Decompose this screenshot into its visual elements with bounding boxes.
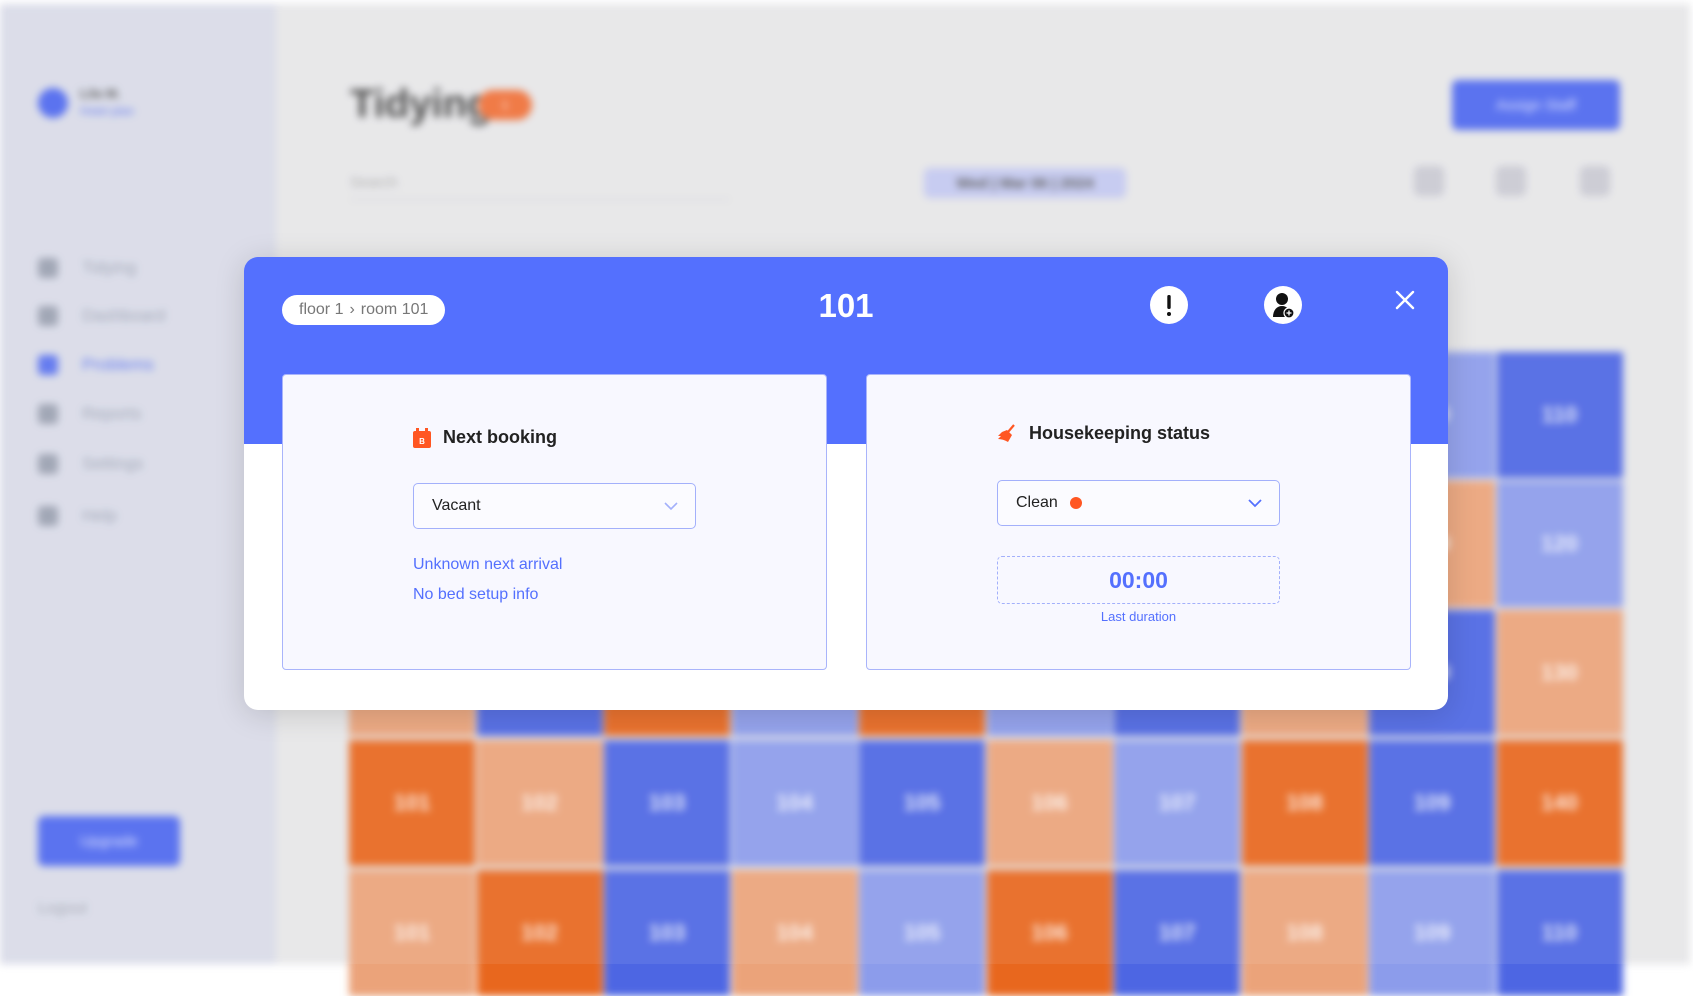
report-problem-button[interactable] [1150,286,1188,324]
room-detail-modal: floor 1 › room 101 101 B Next booking Va… [244,257,1448,710]
broom-icon [997,424,1017,444]
next-arrival-link[interactable]: Unknown next arrival [413,556,562,574]
duration-label: Last duration [997,609,1280,624]
housekeeping-heading: Housekeeping status [997,423,1210,444]
housekeeping-card: Housekeeping status Clean 00:00 Last dur… [866,374,1411,670]
status-dot [1070,497,1082,509]
next-booking-card: B Next booking Vacant Unknown next arriv… [282,374,827,670]
assign-staff-icon-button[interactable] [1264,286,1302,324]
booking-status-select[interactable]: Vacant [413,483,696,529]
next-booking-heading: B Next booking [413,427,557,448]
bed-setup-link[interactable]: No bed setup info [413,586,538,604]
duration-timer: 00:00 [997,556,1280,604]
housekeeping-status-value: Clean [1016,494,1058,512]
svg-text:B: B [419,437,425,446]
chevron-down-icon [1247,495,1263,511]
housekeeping-title: Housekeeping status [1029,423,1210,444]
user-plus-icon [1264,286,1302,324]
next-booking-title: Next booking [443,427,557,448]
exclamation-icon [1150,286,1188,324]
calendar-icon: B [413,428,431,448]
housekeeping-status-select[interactable]: Clean [997,480,1280,526]
close-icon[interactable] [1394,289,1416,311]
booking-status-value: Vacant [432,497,481,515]
chevron-down-icon [663,498,679,514]
